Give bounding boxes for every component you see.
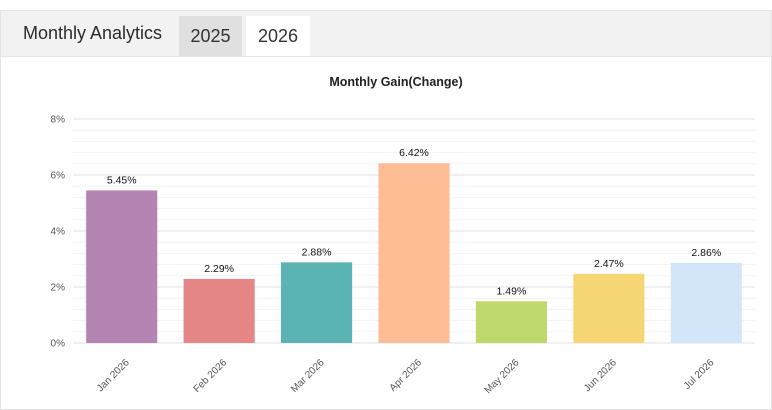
y-tick-label: 2% (51, 283, 66, 294)
monthly-gain-chart: Monthly Gain(Change) 0% 2% 4% 6% 8% 5.45% Jan … (51, 75, 755, 396)
x-tick-label: May 2026 (483, 357, 522, 396)
bar-mar-2026[interactable] (281, 262, 353, 343)
chart-area: Monthly Gain(Change) 0% 2% 4% 6% 8% 5.45% Jan … (1, 67, 771, 409)
panel-header: Monthly Analytics 2025 2026 (1, 11, 771, 57)
tab-2026[interactable]: 2026 (246, 16, 310, 56)
bar-value-label: 2.29% (204, 263, 234, 275)
bar-value-label: 2.47% (594, 258, 624, 270)
bar-may-2026[interactable] (475, 301, 547, 343)
x-tick-label: Feb 2026 (192, 357, 230, 395)
y-tick-label: 0% (51, 339, 66, 350)
x-tick-label: Jan 2026 (95, 357, 132, 394)
bar-value-label: 2.86% (691, 247, 721, 259)
monthly-analytics-panel: Monthly Analytics 2025 2026 Monthly Gain… (0, 10, 772, 410)
bar-value-label: 6.42% (399, 147, 429, 159)
x-tick-label: Mar 2026 (289, 357, 327, 395)
x-tick-label: Jun 2026 (582, 357, 619, 394)
bar-value-label: 2.88% (302, 246, 332, 258)
tab-2025[interactable]: 2025 (179, 16, 242, 56)
bar-value-label: 1.49% (497, 285, 527, 297)
y-tick-label: 4% (51, 227, 66, 238)
chart-title: Monthly Gain(Change) (329, 75, 462, 89)
bar-jun-2026[interactable] (573, 273, 645, 343)
bar-value-label: 5.45% (107, 174, 137, 186)
bar-jul-2026[interactable] (670, 262, 742, 343)
bar-jan-2026[interactable] (86, 190, 158, 343)
y-tick-label: 8% (51, 115, 66, 126)
y-tick-label: 6% (51, 171, 66, 182)
x-tick-label: Jul 2026 (682, 357, 717, 392)
panel-title: Monthly Analytics (23, 23, 163, 43)
bar-apr-2026[interactable] (378, 163, 450, 343)
bar-feb-2026[interactable] (183, 278, 255, 343)
x-tick-label: Apr 2026 (388, 357, 425, 394)
